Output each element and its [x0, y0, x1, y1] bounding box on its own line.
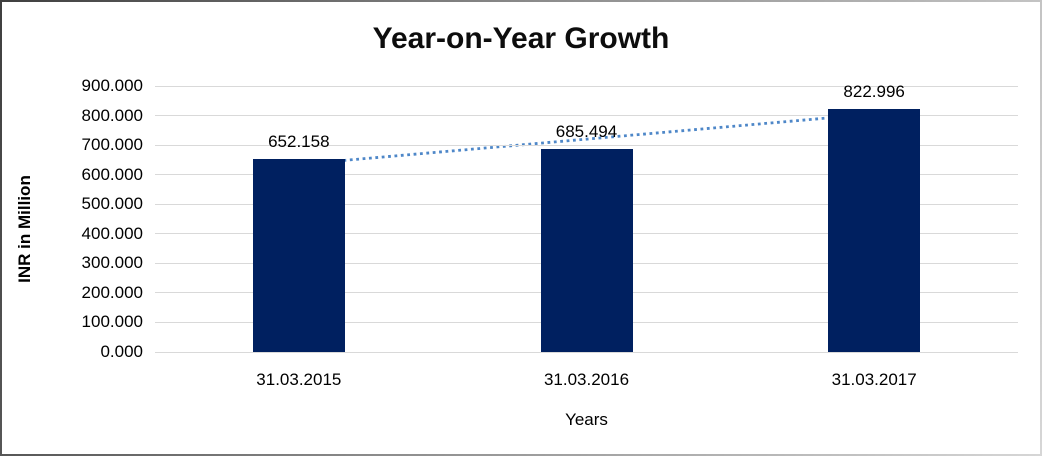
x-axis-title: Years — [565, 410, 608, 429]
x-tick-label: 31.03.2015 — [256, 370, 342, 389]
y-tick-label: 500.000 — [81, 194, 143, 214]
y-tick-label: 400.000 — [81, 223, 143, 243]
bar-value-label: 822.996 — [843, 81, 905, 101]
bar — [540, 149, 633, 352]
gridline — [155, 115, 1018, 117]
y-tick-label: 200.000 — [81, 282, 143, 302]
chart-title: Year-on-Year Growth — [372, 22, 670, 55]
y-tick-label: 600.000 — [81, 164, 143, 184]
bar-value-label: 652.158 — [268, 132, 330, 152]
bar-value-label: 685.494 — [555, 122, 618, 142]
gridline — [155, 351, 1018, 353]
x-tick-label: 31.03.2016 — [543, 370, 630, 389]
bar — [252, 159, 345, 352]
bar — [828, 108, 921, 352]
x-tick-label: 31.03.2017 — [831, 370, 917, 389]
y-tick-label: 0.000 — [100, 342, 143, 361]
gridline — [155, 85, 1018, 87]
y-tick-label: 100.000 — [81, 312, 143, 332]
y-tick-label: 300.000 — [81, 253, 143, 273]
gridline — [155, 144, 1018, 146]
y-tick-label: 700.000 — [81, 135, 143, 155]
y-tick-label: 900.000 — [81, 76, 143, 95]
y-tick-label: 800.000 — [81, 105, 143, 125]
